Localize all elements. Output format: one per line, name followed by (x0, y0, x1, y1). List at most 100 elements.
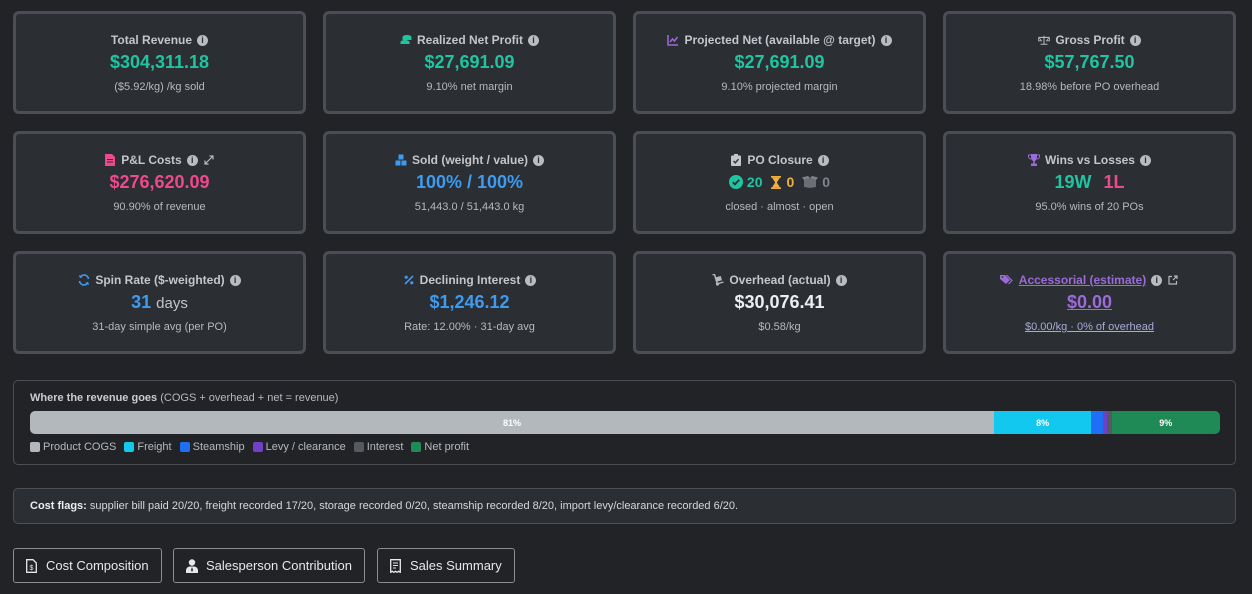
wins-value: 19W (1054, 172, 1092, 192)
gross-profit-value: $57,767.50 (1044, 52, 1135, 72)
total-revenue-card: Total Revenue i $304,311.18 ($5.92/kg) /k… (13, 11, 306, 114)
receipt-icon (390, 558, 402, 573)
legend-swatch (30, 442, 40, 452)
legend-label: Interest (366, 441, 404, 453)
wins-losses-sub: 95.0% wins of 20 POs (1035, 201, 1144, 213)
line-chart-icon (667, 34, 679, 46)
total-revenue-sub: ($5.92/kg) /kg sold (114, 81, 205, 93)
info-icon[interactable]: i (229, 274, 241, 286)
legend-swatch (252, 442, 263, 452)
user-tie-icon (186, 558, 198, 573)
projected-net-card: Projected Net (available @ target) i $27,… (633, 11, 926, 114)
sold-label: Sold (weight / value) (411, 153, 528, 167)
info-icon[interactable]: i (533, 154, 544, 166)
spin-rate-label: Spin Rate ($-weighted) (95, 273, 225, 287)
info-icon[interactable]: i (835, 274, 847, 286)
pl-costs-card: P&L Costs i $276,620.09 90.90% of revenue (13, 131, 306, 234)
info-icon[interactable]: i (197, 34, 209, 46)
projected-net-sub: 9.10% projected margin (721, 81, 838, 93)
info-icon[interactable]: i (880, 34, 892, 46)
info-icon[interactable]: i (186, 154, 198, 166)
overhead-label: Overhead (actual) (729, 273, 831, 287)
legend-label: Levy / clearance (265, 441, 346, 453)
percent-icon (403, 274, 415, 286)
accessorial-sub[interactable]: $0.00/kg · 0% of overhead (1024, 321, 1155, 333)
bar-segment-interest (1106, 411, 1112, 434)
legend-swatch (124, 442, 135, 452)
legend-item: Levy / clearance (252, 441, 346, 453)
legend-label: Steamship (192, 441, 245, 453)
info-icon[interactable]: i (1129, 34, 1141, 46)
total-revenue-value: $304,311.18 (109, 52, 210, 72)
info-icon[interactable]: i (1151, 274, 1163, 286)
legend-swatch (353, 442, 364, 452)
legend-label: Product COGS (43, 441, 117, 453)
pl-costs-value: $276,620.09 (109, 172, 210, 192)
projected-net-label: Projected Net (available @ target) (684, 33, 876, 47)
cost-flags-label: Cost flags: (30, 500, 87, 512)
info-icon[interactable]: i (528, 34, 540, 46)
box-open-icon (802, 176, 819, 188)
legend-item: Interest (353, 441, 404, 453)
scale-icon (1038, 34, 1051, 46)
revenue-breakdown-title: Where the revenue goes (COGS + overhead … (30, 392, 338, 404)
pl-costs-label: P&L Costs (121, 153, 182, 167)
legend-item: Net profit (411, 441, 469, 453)
sync-icon (78, 274, 90, 286)
overhead-sub: $0.58/kg (758, 321, 801, 333)
coins-icon (400, 34, 412, 46)
losses-value: 1L (1103, 172, 1125, 192)
declining-interest-label: Declining Interest (419, 273, 521, 287)
legend-item: Freight (124, 441, 172, 453)
legend-swatch (411, 442, 422, 452)
cost-flags-panel: Cost flags: supplier bill paid 20/20, fr… (13, 488, 1236, 524)
bar-segment-freight: 8% (993, 411, 1092, 434)
spin-rate-card: Spin Rate ($-weighted) i 31 days 31-day s… (13, 251, 306, 354)
po-closed-count: 20 (746, 174, 763, 190)
file-invoice-icon: $ (26, 558, 38, 573)
legend-item: Steamship (179, 441, 245, 453)
info-icon[interactable]: i (1139, 154, 1151, 166)
legend-label: Net profit (424, 441, 470, 453)
revenue-breakdown-panel: Where the revenue goes (COGS + overhead … (13, 380, 1236, 465)
revenue-stacked-bar: 81% 8% 9% (30, 411, 1220, 434)
cost-flags-text: supplier bill paid 20/20, freight record… (89, 500, 739, 512)
spin-rate-unit: days (156, 295, 188, 312)
total-revenue-label: Total Revenue (110, 33, 193, 47)
wins-losses-card: Wins vs Losses i 19W 1L 95.0% wins of 20 P… (943, 131, 1236, 234)
accessorial-value[interactable]: $0.00 (1066, 292, 1113, 312)
cost-composition-label: Cost Composition (46, 558, 149, 573)
accessorial-label[interactable]: Accessorial (estimate) (1018, 273, 1147, 287)
salesperson-contribution-button[interactable]: Salesperson Contribution (173, 548, 365, 583)
overhead-card: Overhead (actual) i $30,076.41 $0.58/kg (633, 251, 926, 354)
trophy-icon (1028, 154, 1041, 166)
info-icon[interactable]: i (525, 274, 537, 286)
expand-icon[interactable] (203, 154, 215, 166)
po-open-count: 0 (822, 174, 831, 190)
declining-interest-value: $1,246.12 (429, 292, 510, 312)
spin-rate-value: 31 (131, 292, 152, 312)
realized-net-label: Realized Net Profit (416, 33, 524, 47)
po-almost-count: 0 (786, 174, 795, 190)
overhead-value: $30,076.41 (734, 292, 825, 312)
cost-composition-button[interactable]: $ Cost Composition (13, 548, 162, 583)
check-circle-icon (728, 175, 743, 189)
tags-icon (999, 274, 1014, 286)
legend-swatch (179, 442, 190, 452)
bar-segment-net-profit: 9% (1111, 411, 1220, 434)
sold-sub: 51,443.0 / 51,443.0 kg (414, 201, 525, 213)
info-icon[interactable]: i (817, 154, 829, 166)
wins-losses-label: Wins vs Losses (1045, 153, 1135, 167)
bar-segment-levy-clearance (1103, 411, 1107, 434)
salesperson-contribution-label: Salesperson Contribution (206, 558, 352, 573)
declining-interest-card: Declining Interest i $1,246.12 Rate: 12.0… (323, 251, 616, 354)
sales-summary-button[interactable]: Sales Summary (377, 548, 515, 583)
legend-label: Freight (137, 441, 172, 453)
realized-net-card: Realized Net Profit i $27,691.09 9.10% ne… (323, 11, 616, 114)
declining-interest-sub: Rate: 12.00% · 31-day avg (404, 321, 535, 333)
accessorial-card[interactable]: Accessorial (estimate) i $0.00 $0.00/kg ·… (943, 251, 1236, 354)
po-closure-card: PO Closure i 20 0 0 closed · almost · ope… (633, 131, 926, 234)
external-link-icon[interactable] (1167, 274, 1179, 286)
revenue-breakdown-heading: Where the revenue goes (30, 392, 158, 404)
sold-card: Sold (weight / value) i 100% / 100% 51,44… (323, 131, 616, 234)
